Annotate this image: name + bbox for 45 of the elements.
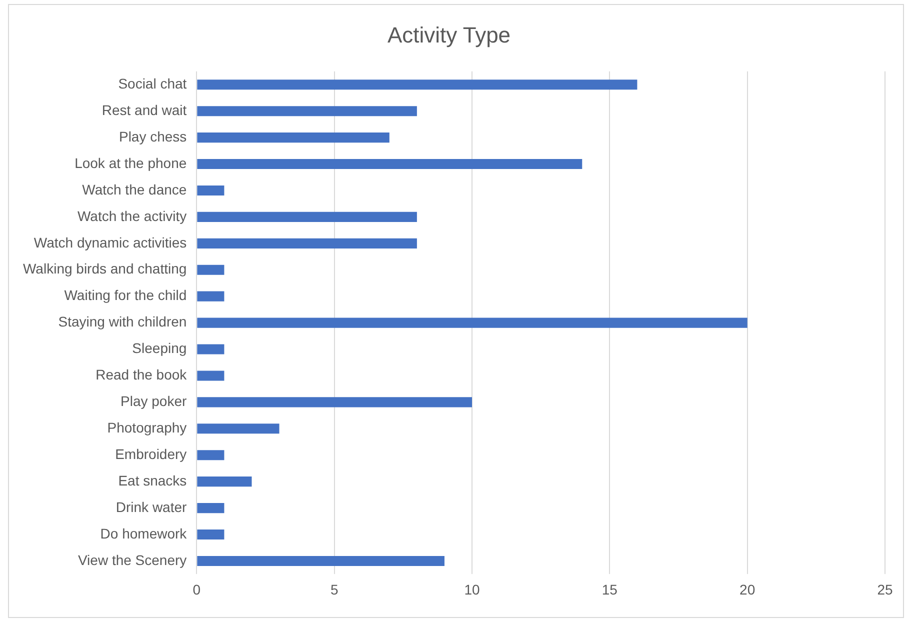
bar — [197, 424, 280, 434]
bar — [197, 212, 417, 222]
bar — [197, 529, 224, 540]
bar — [197, 264, 224, 275]
y-tick-label: Play poker — [120, 393, 188, 410]
y-tick-label: Look at the phone — [74, 154, 187, 171]
bar — [197, 291, 224, 302]
y-tick-label: Embroidery — [115, 446, 187, 462]
y-tick-label: Do homework — [100, 525, 188, 542]
y-tick-label: Photography — [107, 420, 187, 436]
y-tick-label: Watch the activity — [77, 208, 187, 224]
bar — [197, 185, 224, 196]
y-tick-label: Staying with children — [58, 314, 187, 330]
y-tick-label: Social chat — [118, 75, 187, 92]
y-tick-label: Watch the dance — [82, 181, 187, 198]
y-tick-label: Rest and wait — [102, 102, 187, 118]
x-tick-label: 10 — [464, 581, 480, 598]
bar — [197, 132, 390, 143]
bar — [197, 370, 224, 381]
bar — [197, 476, 252, 487]
bar — [197, 556, 444, 566]
y-tick-label: Play chess — [118, 128, 187, 144]
y-tick-label: Walking birds and chatting — [22, 260, 187, 277]
bar — [197, 318, 748, 328]
x-tick-label: 5 — [330, 581, 338, 598]
x-tick-label: 0 — [192, 581, 201, 598]
x-tick-label: 25 — [877, 581, 893, 598]
bar — [197, 238, 417, 248]
y-tick-label: Eat snacks — [118, 472, 187, 488]
bar — [197, 106, 417, 116]
bar — [197, 450, 224, 460]
x-tick-label: 15 — [602, 581, 618, 598]
bar — [197, 503, 224, 514]
chart-title: Activity Type — [387, 22, 511, 48]
bar — [197, 158, 582, 170]
y-tick-label: Sleeping — [132, 340, 187, 356]
bar — [197, 344, 224, 354]
x-tick-label: 20 — [740, 581, 756, 598]
y-tick-label: View the Scenery — [78, 552, 187, 568]
y-tick-label: Drink water — [116, 498, 188, 515]
y-tick-label: Read the book — [96, 366, 188, 383]
bar — [197, 397, 472, 408]
y-tick-label: Watch dynamic activities — [34, 234, 187, 250]
y-tick-label: Waiting for the child — [64, 287, 187, 304]
bar — [197, 80, 638, 90]
